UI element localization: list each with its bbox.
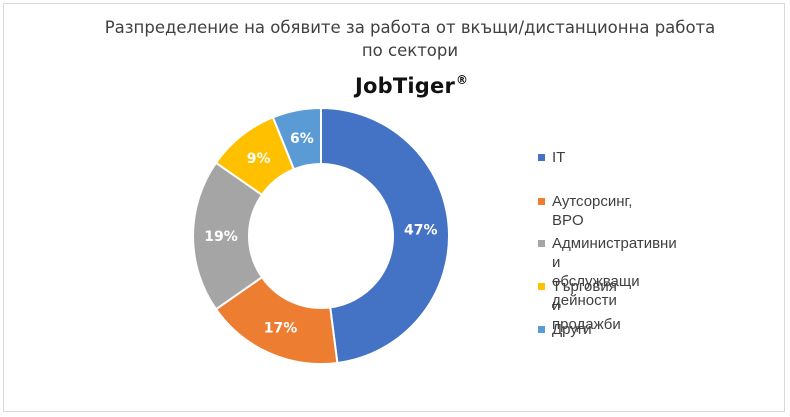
legend-item-other: Други xyxy=(538,320,592,339)
legend-label-it: IT xyxy=(552,149,566,166)
legend-item-it: IT xyxy=(538,148,565,167)
chart-title-line-2: по сектори xyxy=(361,41,459,60)
legend-swatch-administrative xyxy=(538,240,545,247)
legend-item-administrative: Административни и обслужващи дейности xyxy=(538,234,677,310)
legend-label-other: Други xyxy=(552,321,592,338)
legend-swatch-it xyxy=(538,154,545,161)
logo-text: JobTiger xyxy=(355,74,456,98)
data-label-administrative: 19% xyxy=(204,229,238,245)
legend-swatch-sales xyxy=(538,283,545,290)
legend-item-outsourcing-bpo: Аутсорсинг, BPO xyxy=(538,192,632,230)
legend-label-administrative: Административни и обслужващи дейности xyxy=(552,235,677,309)
chart-title-line-1: Разпределение на обявите за работа от вк… xyxy=(104,18,716,37)
legend-swatch-outsourcing-bpo xyxy=(538,198,545,205)
legend-item-sales: Търговия и продажби xyxy=(538,277,621,334)
data-label-outsourcing-bpo: 17% xyxy=(264,320,298,336)
slice-it xyxy=(320,106,450,365)
data-label-other: 6% xyxy=(290,131,314,147)
data-label-it: 47% xyxy=(404,223,438,239)
data-label-sales: 9% xyxy=(247,151,271,167)
registered-mark: ® xyxy=(456,73,469,87)
legend-label-outsourcing-bpo: Аутсорсинг, BPO xyxy=(552,193,633,229)
legend-swatch-other xyxy=(538,326,545,333)
chart-title: Разпределение на обявите за работа от вк… xyxy=(0,16,790,62)
legend-label-sales: Търговия и продажби xyxy=(552,278,621,333)
jobtiger-logo: JobTiger® xyxy=(355,73,468,98)
slice-other xyxy=(271,106,322,171)
